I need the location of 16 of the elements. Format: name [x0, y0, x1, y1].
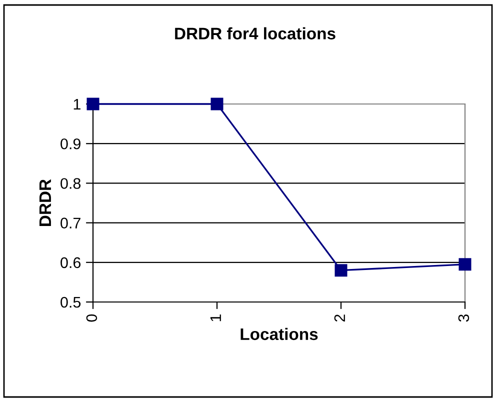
y-tick-label: 1 — [74, 99, 80, 110]
x-tick-label: 0 — [86, 314, 98, 322]
y-tick-label: 0.5 — [60, 296, 81, 308]
y-tick-label: 0.9 — [60, 138, 80, 150]
point — [458, 258, 472, 271]
y-tick-label: 0.6 — [60, 257, 81, 268]
y-tick-label: 0.8 — [60, 178, 81, 189]
point — [334, 264, 348, 277]
y-tick-label: 0.7 — [60, 218, 80, 228]
chart-title: DRDR for4 locations — [175, 27, 336, 40]
y-axis-title: DRDR — [39, 179, 51, 226]
x-tick-label: 2 — [334, 314, 345, 322]
x-axis-title: Locations — [240, 328, 318, 340]
x-tick-label: 3 — [458, 314, 470, 322]
x-tick-label: 1 — [210, 314, 221, 322]
point — [210, 98, 224, 110]
